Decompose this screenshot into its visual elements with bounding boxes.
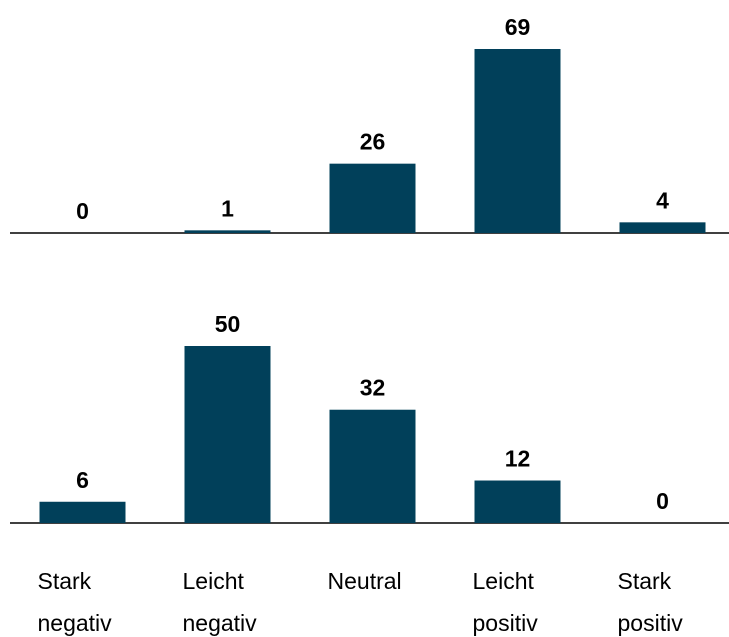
data-label: 12 <box>505 446 531 472</box>
bar <box>619 222 706 233</box>
bar <box>39 501 126 523</box>
x-tick-label: Stark negativ <box>37 568 112 636</box>
bar <box>329 163 416 233</box>
bar <box>184 230 271 233</box>
data-label: 1 <box>221 195 234 221</box>
x-tick-label: Leicht negativ <box>182 568 257 636</box>
bar <box>474 49 561 233</box>
data-label: 50 <box>215 311 241 337</box>
data-label: 0 <box>656 488 669 514</box>
data-label: 0 <box>76 198 89 224</box>
data-label: 26 <box>360 129 386 155</box>
x-tick-label: Neutral <box>327 568 402 594</box>
data-label: 4 <box>656 187 669 213</box>
x-tick-label: Leicht positiv <box>472 568 538 636</box>
data-label: 6 <box>76 467 89 493</box>
bar <box>474 480 561 523</box>
bar <box>184 346 271 523</box>
data-label: 32 <box>360 375 386 401</box>
data-label: 69 <box>505 14 531 40</box>
bar <box>329 409 416 523</box>
x-tick-label: Stark positiv <box>617 568 683 636</box>
